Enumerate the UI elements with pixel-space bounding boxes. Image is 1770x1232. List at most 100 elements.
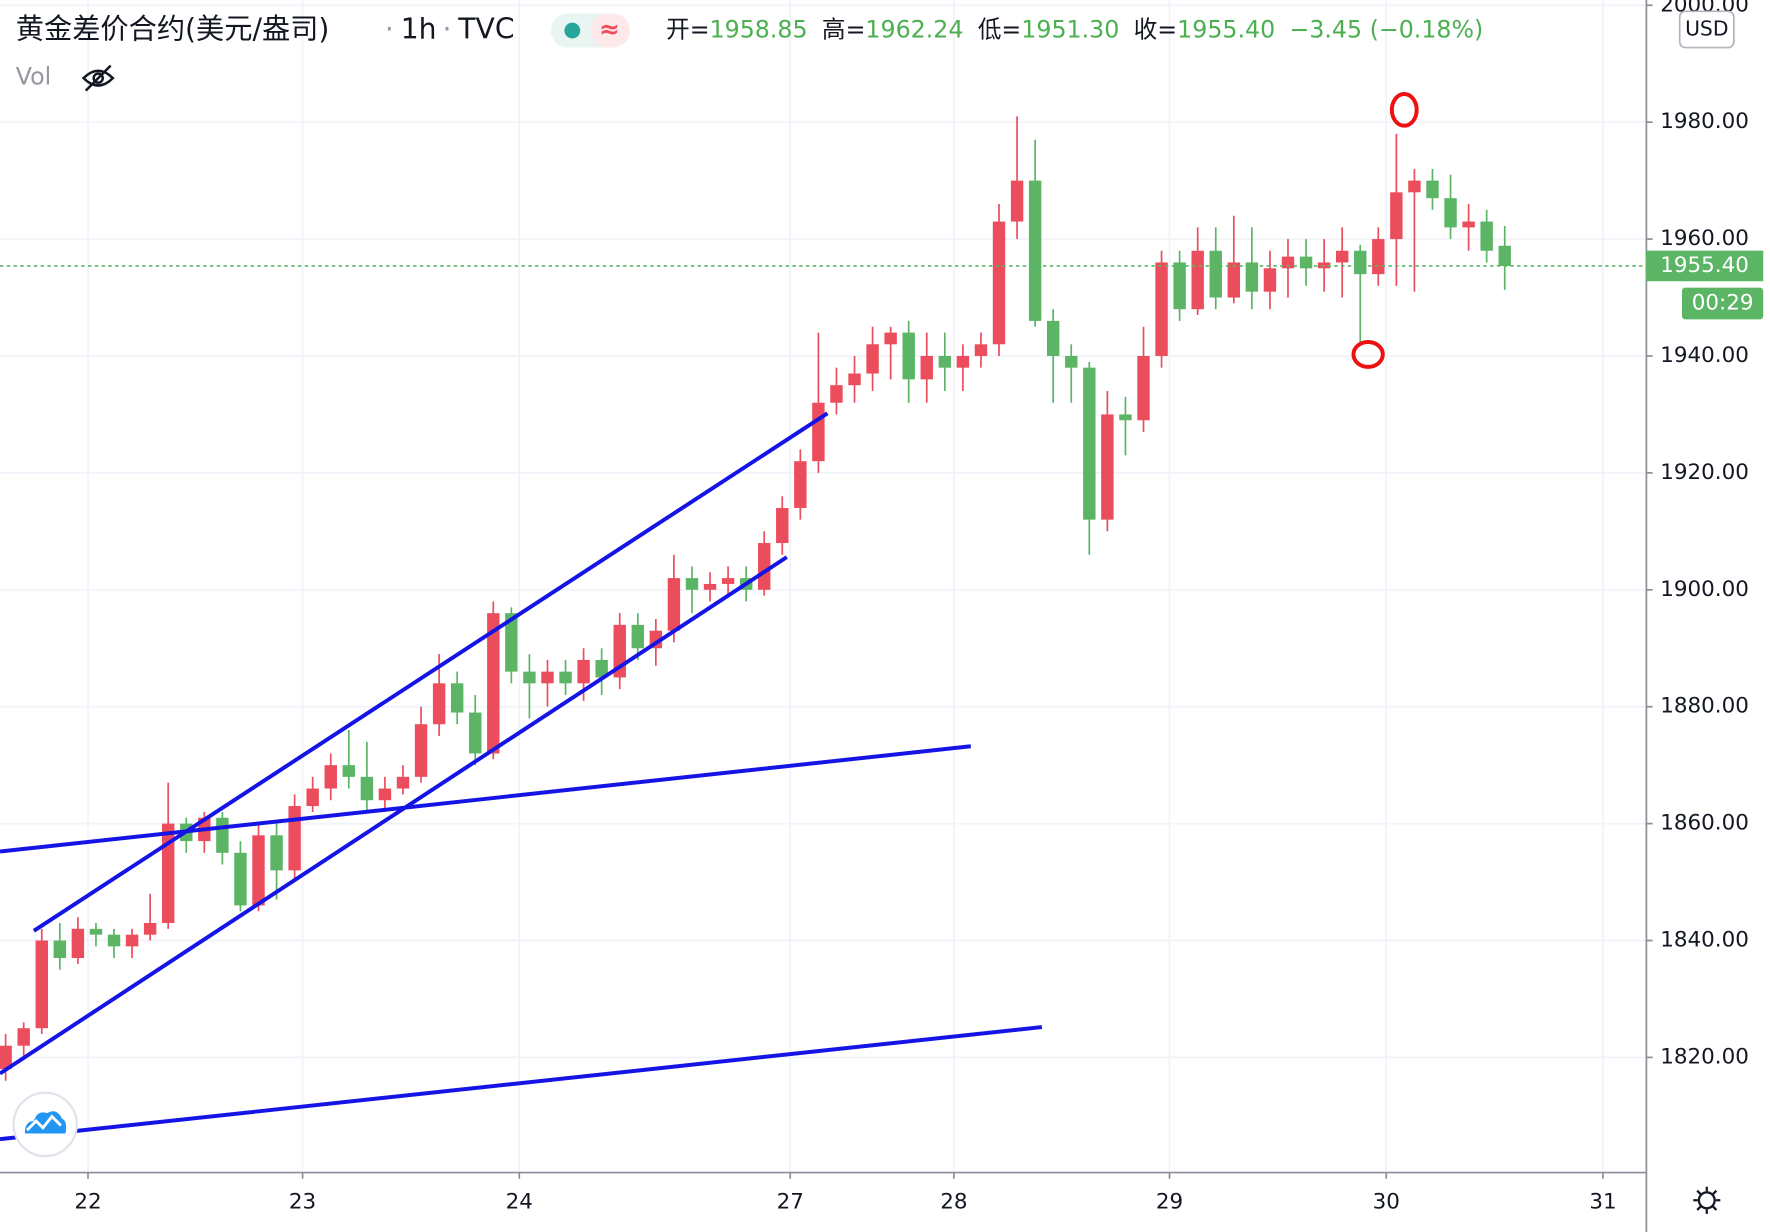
x-tick-label: 29	[1156, 1190, 1183, 1215]
candle-body	[270, 835, 283, 871]
candle-body	[1119, 414, 1132, 421]
x-tick-label: 31	[1589, 1190, 1616, 1215]
highlight-circle	[1351, 339, 1385, 369]
candle-body	[360, 776, 374, 801]
candle-body	[1390, 192, 1403, 240]
trend-line	[32, 411, 829, 933]
candle-body	[1480, 221, 1493, 251]
candle-body	[1101, 414, 1114, 520]
eye-pupil	[92, 72, 104, 84]
last-price-label: 1955.40	[1660, 253, 1749, 278]
candle-body	[1155, 262, 1168, 356]
y-tick-label: 1860.00	[1660, 811, 1749, 836]
candle-body	[776, 507, 789, 544]
market-status-pill-right	[590, 13, 630, 48]
countdown: 00:29	[1692, 290, 1754, 315]
candle-body	[631, 624, 644, 649]
gear-center	[1697, 1191, 1716, 1210]
candle-body	[1065, 355, 1078, 368]
candle-body	[342, 765, 356, 777]
trend-line	[0, 555, 788, 1076]
candle-body	[1245, 262, 1259, 292]
close-value: 1955.40	[1177, 15, 1275, 43]
candle-body	[378, 788, 392, 801]
candle-body	[703, 583, 717, 590]
high-value: 1962.24	[865, 15, 963, 43]
x-tick-label: 23	[289, 1190, 316, 1215]
source: TVC	[457, 13, 514, 46]
y-tick-label: 1880.00	[1660, 694, 1749, 719]
time-axis-bg	[0, 1173, 1770, 1232]
candle-body	[324, 765, 337, 789]
price-axis-bg	[1646, 0, 1770, 1172]
change: −3.45 (−0.18%)	[1289, 15, 1483, 43]
x-tick-label: 24	[506, 1190, 533, 1215]
candle-body	[758, 543, 771, 590]
y-tick-label: 1960.00	[1660, 226, 1749, 251]
logo-line	[26, 1114, 62, 1132]
candle-body	[1137, 355, 1150, 421]
candle-body	[288, 806, 301, 871]
last-price-tag	[1645, 250, 1764, 282]
market-open-dot	[564, 22, 581, 39]
gear-teeth	[1693, 1186, 1721, 1214]
candle-body	[53, 940, 67, 959]
candle-body	[667, 578, 681, 631]
candle-body	[577, 659, 590, 684]
ohlc-legend: 开=1958.85 高=1962.24 低=1951.30 收=1955.40 …	[666, 15, 1483, 43]
candle-body	[794, 461, 807, 508]
candle-body	[216, 817, 229, 853]
candle-body	[1372, 239, 1385, 275]
candle-body	[992, 221, 1006, 345]
logo[interactable]	[12, 1091, 78, 1158]
low-label: 低=	[978, 15, 1022, 43]
candle-body	[306, 788, 319, 807]
candle-body	[505, 613, 518, 672]
candle-body	[956, 355, 970, 368]
low-value: 1951.30	[1021, 15, 1119, 43]
y-tick-label: 1820.00	[1660, 1044, 1749, 1069]
candle-body	[1083, 367, 1096, 520]
close-label: 收=	[1134, 15, 1178, 43]
hide-volume-icon[interactable]	[81, 64, 115, 92]
high-label: 高=	[822, 15, 866, 43]
candle-body	[161, 823, 175, 923]
candle-body	[1191, 250, 1204, 310]
candle-body	[974, 344, 988, 356]
candle-body	[866, 344, 879, 374]
candle-body	[1444, 198, 1457, 228]
candle-body	[938, 355, 952, 368]
candle-body	[848, 373, 861, 386]
x-tick-label: 28	[940, 1190, 967, 1215]
highlight-circle	[1389, 92, 1419, 128]
candle-body	[1462, 221, 1475, 228]
drawings	[0, 411, 1043, 1142]
candle-body	[1335, 250, 1349, 263]
candle-body	[1209, 250, 1222, 298]
candle-body	[396, 776, 410, 789]
candle-body	[1281, 256, 1295, 269]
currency-box[interactable]	[1678, 10, 1735, 49]
candle-body	[1299, 256, 1313, 269]
candle-body	[71, 928, 85, 959]
volume-label: Vol	[16, 63, 51, 91]
candle-body	[1426, 180, 1439, 199]
x-tick-label: 27	[777, 1190, 804, 1215]
y-tick-label: 1920.00	[1660, 460, 1749, 485]
candle-body	[1028, 180, 1042, 321]
separator: ·	[443, 13, 452, 46]
interval[interactable]: 1h	[401, 13, 437, 46]
settings-icon[interactable]	[1693, 1186, 1721, 1214]
candle-body	[884, 332, 897, 345]
candle-body	[1498, 245, 1511, 266]
candle-body	[35, 940, 48, 1029]
candle-body	[1354, 250, 1367, 275]
candle-body	[469, 712, 482, 754]
axes: 1820.00 1840.00 1860.00 1880.00 1900.00 1920.…	[74, 0, 1764, 1215]
candles	[0, 116, 1511, 1081]
candle-body	[0, 1045, 12, 1070]
candle-body	[902, 332, 915, 380]
candle-body	[487, 613, 500, 754]
